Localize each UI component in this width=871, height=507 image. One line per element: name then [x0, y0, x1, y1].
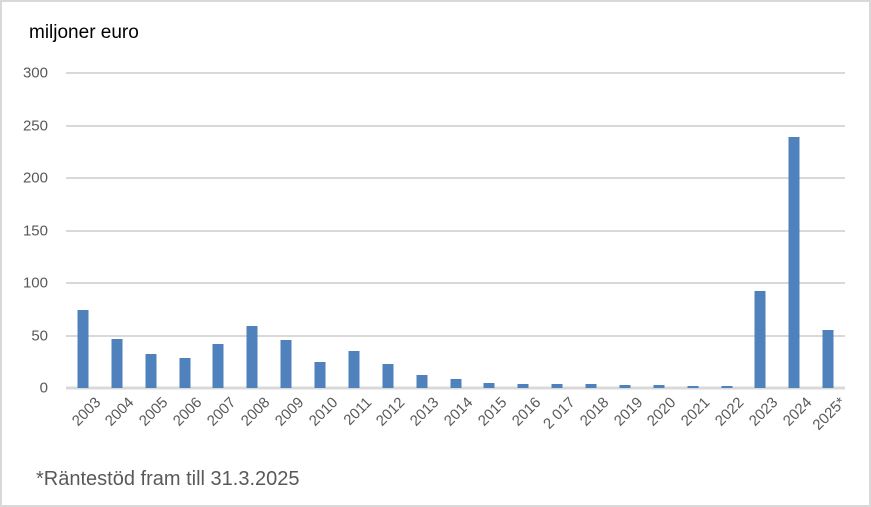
bar-slot: 2013 [405, 73, 443, 430]
bar [822, 330, 834, 388]
x-tick-label: 2006 [169, 394, 206, 430]
x-tick-label: 2023 [745, 394, 782, 430]
bar-slot: 2021 [676, 73, 714, 430]
bar [483, 382, 495, 388]
bar-slot: 2011 [337, 73, 375, 429]
bar [585, 383, 597, 388]
y-tick-label: 50 [31, 327, 48, 344]
x-tick-label: 2011 [340, 394, 375, 429]
x-tick-label: 2007 [203, 394, 240, 430]
gridline [66, 334, 845, 337]
bar [687, 385, 699, 388]
x-tick-label: 2016 [508, 394, 545, 430]
gridline [66, 229, 845, 232]
x-tick-label: 2012 [373, 394, 409, 430]
bar-slot: 2018 [574, 73, 612, 430]
x-axis-line [66, 386, 845, 390]
bar-slot: 2 017 [540, 73, 578, 433]
bar [416, 375, 428, 388]
bar [179, 357, 191, 388]
x-tick-label: 2018 [576, 394, 613, 430]
bar-slot: 2025* [809, 73, 849, 434]
bar-slot: 2003 [66, 73, 104, 430]
bar [619, 384, 631, 388]
bar [348, 351, 360, 388]
bar [754, 291, 766, 388]
bar [653, 384, 665, 388]
x-tick-label: 2008 [237, 394, 274, 430]
y-tick-label: 150 [22, 222, 48, 239]
bar-slot: 2024 [777, 73, 815, 430]
bar [788, 137, 800, 388]
y-axis-labels: 0 50 100 150 200 250 300 [2, 65, 48, 397]
bar [382, 363, 394, 388]
x-tick-label: 2014 [440, 394, 477, 430]
chart-footnote: *Räntestöd fram till 31.3.2025 [36, 468, 300, 490]
x-tick-label: 2013 [407, 394, 443, 430]
bar-slot: 2005 [134, 73, 172, 430]
x-tick-label: 2022 [711, 394, 748, 430]
bar [77, 310, 89, 388]
bar-slot: 2009 [269, 73, 307, 430]
y-tick-label: 0 [39, 379, 48, 397]
bar [314, 361, 326, 388]
x-tick-label: 2010 [305, 394, 342, 430]
bar [212, 343, 224, 388]
gridline [66, 282, 845, 284]
bar [450, 378, 462, 388]
x-tick-label: 2015 [474, 394, 511, 430]
x-tick-label: 2003 [68, 394, 104, 430]
gridline [66, 72, 845, 74]
x-tick-label: 2005 [136, 394, 172, 430]
plot-area: 2003 2004 2005 2006 2007 2008 2009 2010 2011 2012… [66, 72, 849, 434]
gridline [66, 177, 845, 179]
x-tick-label: 2024 [779, 394, 816, 430]
y-tick-label: 100 [22, 274, 48, 292]
bar [551, 383, 563, 388]
gridline [66, 124, 845, 127]
bar [721, 385, 733, 388]
y-tick-label: 250 [22, 117, 48, 134]
bar-slot: 2012 [371, 73, 409, 430]
bar-slot: 2006 [168, 73, 206, 430]
bar-slot: 2020 [642, 73, 680, 430]
bar-slot: 2022 [710, 73, 748, 430]
bar [280, 339, 292, 388]
bar [246, 326, 258, 388]
y-tick-label: 300 [22, 64, 48, 82]
bar-slot: 2004 [100, 73, 138, 430]
bar [145, 354, 157, 388]
bar-slot: 2007 [202, 73, 239, 430]
x-tick-label: 2004 [102, 394, 138, 430]
bar-slot: 2008 [235, 73, 273, 430]
bar [517, 383, 529, 388]
bar-slot: 2010 [303, 73, 341, 430]
chart-title: miljoner euro [29, 22, 139, 43]
x-tick-label: 2019 [610, 394, 646, 430]
bars-container: 2003 2004 2005 2006 2007 2008 2009 2010 2011 2012… [66, 73, 849, 434]
x-tick-label: 2020 [644, 394, 680, 430]
bar-slot: 2016 [506, 73, 544, 430]
x-tick-label: 2 017 [539, 394, 579, 433]
bar-slot: 2014 [439, 73, 477, 430]
bar-slot: 2015 [473, 73, 510, 430]
x-tick-label: 2021 [678, 394, 714, 430]
bar [111, 338, 123, 388]
bar-slot: 2023 [744, 73, 781, 430]
x-tick-label: 2009 [271, 394, 308, 430]
bar-slot: 2019 [608, 73, 646, 430]
y-tick-label: 200 [22, 169, 48, 187]
x-tick-label: 2025* [809, 394, 850, 434]
